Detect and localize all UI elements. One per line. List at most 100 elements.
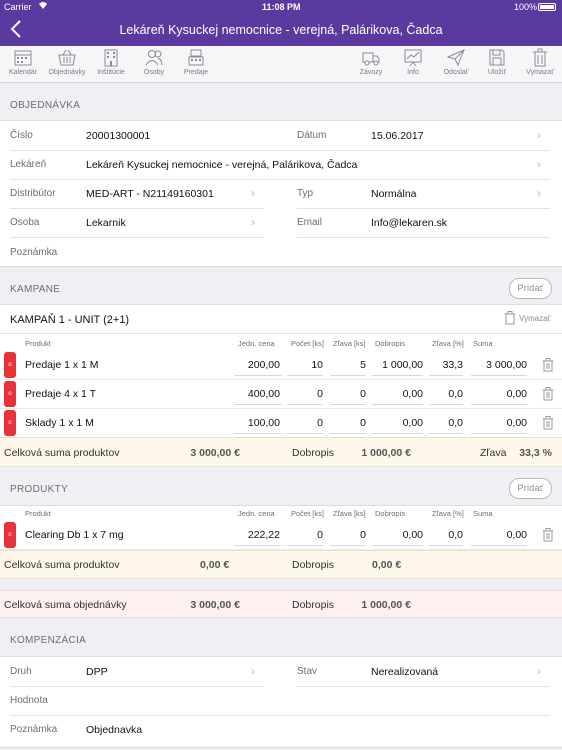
sales-button[interactable]: Predaje (176, 48, 216, 76)
credit-field[interactable]: 0,00 (402, 388, 423, 400)
unit-price-field[interactable]: 100,00 (247, 417, 280, 429)
trash-icon (533, 48, 547, 67)
chevron-right-icon[interactable]: › (537, 128, 541, 142)
total-value: 3 000,00 € (190, 447, 240, 459)
table-row[interactable]: o Predaje 4 x 1 T 400,00 0 0 0,00 0,0 0,00 (0, 380, 562, 409)
unit-price-field[interactable]: 200,00 (247, 359, 280, 371)
order-number-value: 20001300001 (86, 130, 151, 142)
credit-field[interactable]: 1 000,00 (382, 359, 423, 371)
chevron-right-icon[interactable]: › (251, 664, 255, 678)
discount-ks-field[interactable]: 0 (360, 417, 366, 429)
row-tag[interactable]: o (4, 410, 16, 436)
trash-icon[interactable] (542, 358, 554, 375)
toolbar-label: Objednávky (48, 69, 86, 76)
discount-label: Zľava (480, 447, 507, 459)
section-title: PRODUKTY (10, 484, 68, 495)
count-field[interactable]: 0 (317, 529, 323, 541)
table-row[interactable]: o Sklady 1 x 1 M 100,00 0 0 0,00 0,0 0,00 (0, 409, 562, 438)
table-row[interactable]: o Clearing Db 1 x 7 mg 222,22 0 0 0,00 0,0 0,00 (0, 521, 562, 550)
sum-field[interactable]: 0,00 (506, 417, 527, 429)
status-bar: Carrier 11:08 PM 100% (0, 0, 562, 14)
state-label: Stav (297, 666, 318, 677)
note-field[interactable]: Objednavka (86, 724, 143, 736)
count-field[interactable]: 10 (311, 359, 323, 371)
sum-field[interactable]: 0,00 (506, 388, 527, 400)
delete-label: Vymazať (519, 313, 551, 323)
campaign-delete-button[interactable]: Vymazať (504, 311, 551, 325)
col-header: Produkt (25, 339, 51, 348)
chevron-right-icon[interactable]: › (251, 186, 255, 200)
products-section-header: PRODUKTY Pridať (0, 468, 562, 505)
order-form: Číslo 20001300001 Dátum 15.06.2017 › Lek… (0, 120, 562, 267)
delete-button[interactable]: Vymazať (520, 48, 560, 76)
toolbar-label: Závozy (359, 69, 383, 76)
toolbar-label: Info (407, 69, 419, 76)
calendar-icon (14, 50, 32, 66)
chevron-right-icon[interactable]: › (537, 157, 541, 171)
discount-value: 33,3 % (519, 447, 552, 459)
unit-price-field[interactable]: 400,00 (247, 388, 280, 400)
trash-icon[interactable] (542, 528, 554, 545)
chevron-right-icon[interactable]: › (537, 186, 541, 200)
state-field[interactable]: Nerealizovaná (371, 666, 439, 678)
info-button[interactable]: Info (393, 48, 433, 76)
unit-price-field[interactable]: 222,22 (247, 529, 280, 541)
discount-pct-field[interactable]: 33,3 (442, 359, 463, 371)
send-button[interactable]: Odoslať (436, 48, 476, 76)
note-field[interactable] (86, 243, 546, 263)
person-field[interactable]: Lekarnik (86, 217, 126, 229)
email-field[interactable]: Info@lekaren.sk (371, 217, 448, 229)
distributor-field[interactable]: MED-ART - N21149160301 (86, 188, 214, 200)
col-header: Jedn. cena (238, 509, 275, 518)
calendar-button[interactable]: Kalendár (3, 48, 43, 76)
order-section-header: OBJEDNÁVKA (0, 84, 562, 120)
discount-ks-field[interactable]: 0 (360, 529, 366, 541)
table-row[interactable]: o Predaje 1 x 1 M 200,00 10 5 1 000,00 33,3 3 0… (0, 351, 562, 380)
type-field[interactable]: Normálna (371, 188, 417, 200)
back-chevron-icon[interactable] (10, 19, 22, 43)
note-label: Poznámka (10, 724, 58, 735)
trash-icon[interactable] (542, 416, 554, 433)
discount-pct-field[interactable]: 0,0 (448, 388, 463, 400)
add-product-button[interactable]: Pridať (509, 478, 552, 499)
value-field[interactable] (86, 691, 546, 711)
institutions-button[interactable]: Inštitúcie (91, 48, 131, 76)
col-header: Počet [ks] (291, 509, 324, 518)
product-name: Sklady 1 x 1 M (25, 417, 94, 429)
trash-icon[interactable] (542, 387, 554, 404)
value-label: Hodnota (10, 695, 48, 706)
add-campaign-button[interactable]: Pridať (509, 278, 552, 299)
date-field[interactable]: 15.06.2017 (371, 130, 424, 142)
row-tag[interactable]: o (4, 522, 16, 548)
chevron-right-icon[interactable]: › (251, 215, 255, 229)
toolbar-label: Predaje (183, 69, 209, 76)
discount-pct-field[interactable]: 0,0 (448, 529, 463, 541)
persons-button[interactable]: Osoby (134, 48, 174, 76)
save-button[interactable]: Uložiť (477, 48, 517, 76)
row-tag[interactable]: o (4, 381, 16, 407)
kind-field[interactable]: DPP (86, 666, 108, 678)
section-title: KAMPANE (10, 284, 61, 295)
nav-bar: Lekáreň Kysuckej nemocnice - verejná, Pa… (0, 14, 562, 46)
orders-button[interactable]: Objednávky (47, 48, 87, 76)
count-field[interactable]: 0 (317, 388, 323, 400)
col-header: Jedn. cena (238, 339, 275, 348)
battery-icon (538, 3, 556, 11)
discount-ks-field[interactable]: 0 (360, 388, 366, 400)
section-title: KOMPENZÁCIA (10, 635, 87, 646)
count-field[interactable]: 0 (317, 417, 323, 429)
credit-field[interactable]: 0,00 (402, 417, 423, 429)
discount-pct-field[interactable]: 0,0 (448, 417, 463, 429)
row-tag[interactable]: o (4, 352, 16, 378)
chevron-right-icon[interactable]: › (537, 664, 541, 678)
order-total-value: 3 000,00 € (190, 599, 240, 611)
wifi-icon (38, 1, 48, 12)
credit-field[interactable]: 0,00 (402, 529, 423, 541)
sum-field[interactable]: 0,00 (506, 529, 527, 541)
pharmacy-field[interactable]: Lekáreň Kysuckej nemocnice - verejná, Pa… (86, 159, 358, 171)
discount-ks-field[interactable]: 5 (360, 359, 366, 371)
sum-field[interactable]: 3 000,00 (486, 359, 527, 371)
col-header: Dobropis (375, 339, 406, 348)
deliveries-button[interactable]: Závozy (351, 48, 391, 76)
credit-label: Dobropis (292, 447, 335, 459)
